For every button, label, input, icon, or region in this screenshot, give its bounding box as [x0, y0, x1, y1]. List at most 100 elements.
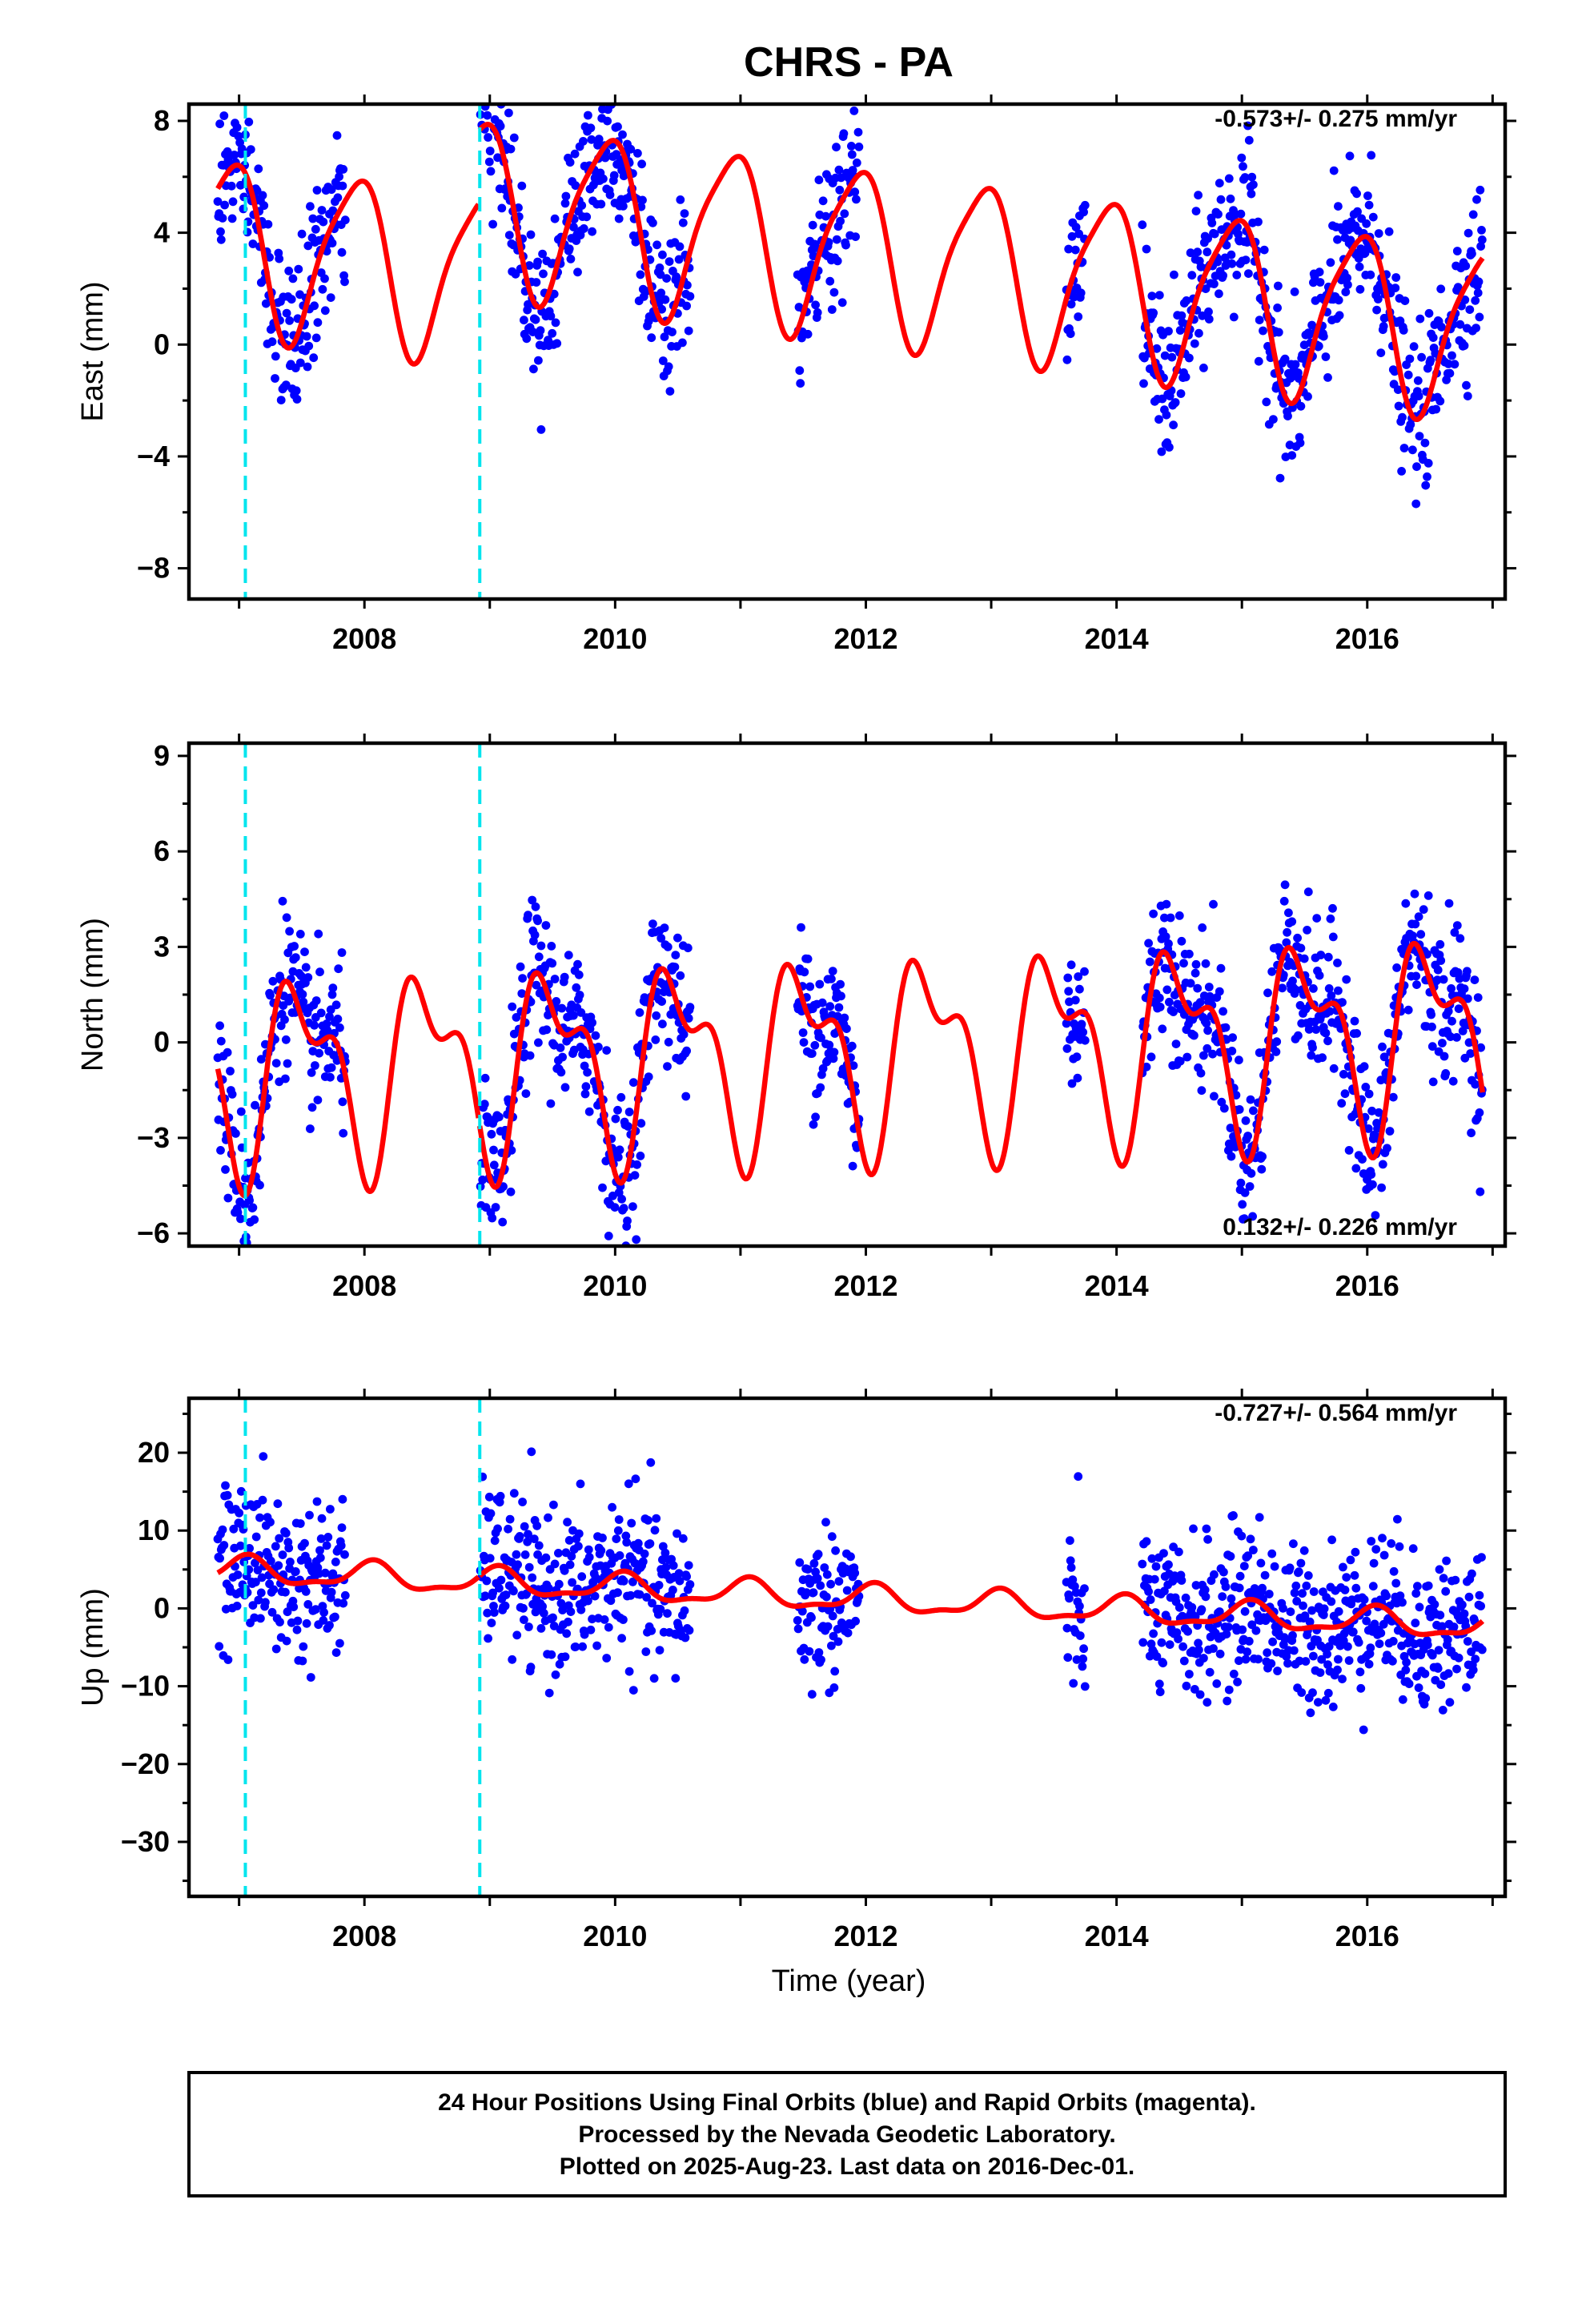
- data-point: [797, 1606, 807, 1616]
- data-point: [300, 947, 309, 956]
- data-point: [258, 1495, 267, 1505]
- data-point: [1350, 1016, 1359, 1026]
- data-point: [1427, 1010, 1435, 1019]
- data-point: [326, 293, 335, 302]
- data-point: [682, 301, 691, 311]
- data-point: [1067, 1079, 1077, 1088]
- data-point: [1321, 1695, 1331, 1705]
- x-tick-label: 2008: [332, 1920, 396, 1952]
- data-point: [331, 1612, 339, 1622]
- data-point: [1144, 1587, 1153, 1596]
- data-point: [1064, 244, 1074, 254]
- data-point: [561, 191, 571, 201]
- data-point: [335, 172, 343, 182]
- data-point: [1146, 1595, 1155, 1604]
- data-point: [290, 942, 299, 951]
- data-point: [793, 1616, 802, 1625]
- data-point: [1199, 1654, 1208, 1663]
- data-point: [1279, 1603, 1287, 1613]
- data-point: [1239, 1214, 1249, 1224]
- data-point: [484, 1492, 494, 1502]
- x-tick-label: 2016: [1335, 622, 1399, 655]
- data-point: [1410, 889, 1419, 899]
- data-point: [1202, 1019, 1211, 1028]
- data-point: [1464, 1592, 1474, 1602]
- data-point: [327, 1587, 336, 1597]
- data-point: [283, 1607, 292, 1617]
- data-point: [1235, 1583, 1244, 1593]
- y-tick-label: 0: [154, 328, 170, 360]
- data-point: [284, 266, 294, 275]
- data-point: [339, 165, 348, 174]
- data-point: [800, 1655, 809, 1664]
- data-point: [630, 1171, 640, 1180]
- data-point: [1070, 245, 1080, 255]
- data-point: [1226, 1552, 1235, 1561]
- data-point: [278, 896, 287, 906]
- data-point: [1325, 1007, 1335, 1016]
- data-point: [1280, 880, 1290, 890]
- data-point: [1142, 1062, 1151, 1072]
- panel-east: 2008 2010 2012 2014 2016 −8 −4 0 4 8 East (mm) -0.5…: [76, 94, 1516, 655]
- data-point: [1445, 1698, 1455, 1707]
- data-point: [233, 1570, 243, 1579]
- data-point: [821, 211, 830, 221]
- data-point: [1435, 1610, 1445, 1620]
- data-point: [520, 316, 528, 325]
- data-point: [259, 201, 269, 211]
- data-point: [586, 1625, 596, 1634]
- data-point: [633, 1538, 643, 1548]
- data-point: [1244, 1636, 1254, 1646]
- data-point: [1193, 983, 1203, 993]
- data-point: [1346, 1555, 1355, 1565]
- data-point: [1301, 1657, 1311, 1666]
- data-point: [1247, 189, 1256, 199]
- data-point: [833, 1637, 843, 1647]
- model-curve-north-b: [476, 940, 1486, 1190]
- data-point: [1461, 261, 1471, 271]
- data-point: [658, 1555, 667, 1565]
- footer-line-2: Processed by the Nevada Geodetic Laborat…: [578, 2121, 1115, 2148]
- data-point: [484, 1634, 492, 1643]
- data-point: [656, 934, 666, 943]
- data-point: [300, 1538, 309, 1548]
- y-tick-label: 8: [154, 104, 170, 137]
- data-point: [1393, 1514, 1402, 1524]
- data-point: [1185, 353, 1194, 363]
- data-point: [518, 1498, 527, 1506]
- data-point: [1079, 1644, 1088, 1654]
- data-point: [1460, 296, 1470, 304]
- data-point: [669, 1586, 677, 1594]
- data-point: [1438, 1706, 1447, 1715]
- data-point: [1198, 923, 1207, 932]
- data-point: [1323, 1036, 1332, 1046]
- data-point: [1286, 1607, 1295, 1616]
- data-point: [213, 197, 223, 206]
- data-point: [216, 227, 225, 236]
- data-point: [609, 171, 619, 180]
- data-point: [656, 270, 665, 279]
- data-point: [523, 1537, 532, 1546]
- data-point: [579, 224, 588, 233]
- data-point: [1216, 195, 1226, 204]
- data-point: [1191, 207, 1201, 215]
- data-point: [1379, 1052, 1389, 1062]
- data-point: [1209, 899, 1218, 909]
- data-point: [1229, 1669, 1239, 1679]
- data-point: [572, 983, 581, 992]
- data-point: [520, 1615, 528, 1624]
- data-point: [671, 951, 681, 959]
- data-point: [1227, 250, 1236, 259]
- data-point: [1241, 1655, 1251, 1664]
- data-point: [1229, 312, 1239, 322]
- data-point: [684, 326, 693, 336]
- data-point: [1302, 1581, 1311, 1590]
- data-point: [536, 425, 546, 434]
- data-point: [843, 1628, 853, 1638]
- data-points-east: [213, 104, 1487, 509]
- data-point: [1417, 352, 1426, 362]
- data-point: [337, 247, 347, 257]
- data-point: [1223, 1696, 1232, 1706]
- data-point: [815, 979, 825, 989]
- data-point: [1155, 1687, 1165, 1697]
